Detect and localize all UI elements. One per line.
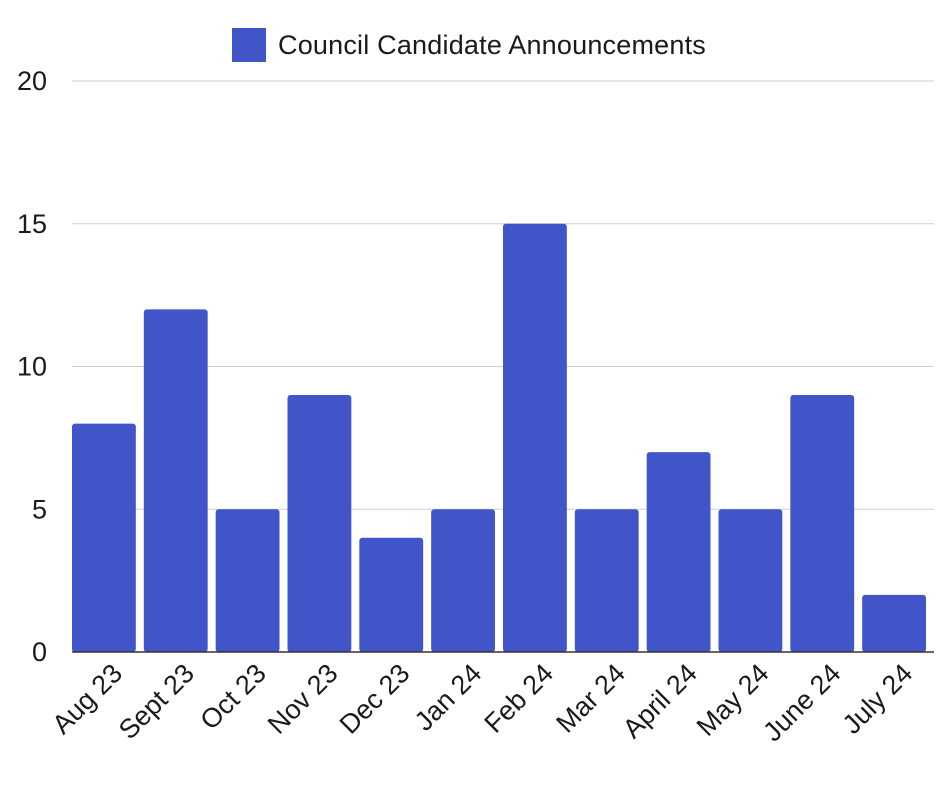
bar xyxy=(287,395,352,652)
x-tick-label: Feb 24 xyxy=(479,658,560,739)
x-tick-label: June 24 xyxy=(757,658,846,747)
x-tick-label: Mar 24 xyxy=(550,658,631,739)
y-tick-label: 5 xyxy=(32,494,47,524)
bar xyxy=(215,509,280,652)
bar xyxy=(718,509,783,652)
x-tick-label: Dec 23 xyxy=(334,658,416,740)
y-tick-label: 20 xyxy=(17,66,47,96)
bar xyxy=(503,223,567,652)
x-tick-label: Sept 23 xyxy=(113,658,200,745)
bar xyxy=(862,594,926,652)
bar xyxy=(790,395,855,652)
x-tick-label: July 24 xyxy=(837,658,919,740)
bar xyxy=(574,509,639,652)
x-tick-label: April 24 xyxy=(617,658,703,744)
x-tick-label: Oct 23 xyxy=(194,658,271,735)
bar xyxy=(646,452,711,652)
bar xyxy=(72,423,136,652)
legend-swatch xyxy=(232,28,266,62)
y-tick-label: 10 xyxy=(17,352,47,382)
bar xyxy=(143,309,208,652)
y-tick-label: 15 xyxy=(17,209,47,239)
bar xyxy=(431,509,495,652)
y-tick-label: 0 xyxy=(32,637,47,667)
chart-legend: Council Candidate Announcements xyxy=(232,28,706,62)
x-tick-label: Jan 24 xyxy=(409,658,488,737)
x-tick-label: Nov 23 xyxy=(262,658,344,740)
legend-label: Council Candidate Announcements xyxy=(278,29,706,60)
bar xyxy=(359,537,424,652)
